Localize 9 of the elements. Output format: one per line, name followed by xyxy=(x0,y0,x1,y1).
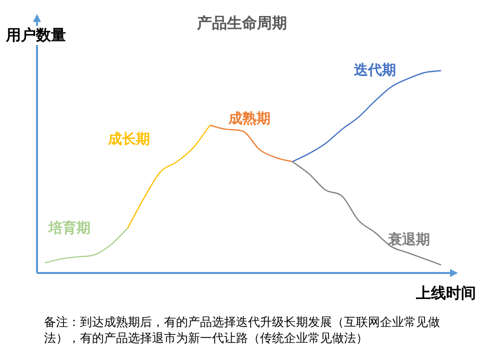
text: 备注：到达成熟期后，有的产品选择迭代升级长期发展（互联网企业常见做法），有的产品选择退市为新一代让路（传统企业常见做法） xyxy=(44,314,441,346)
chart-title: 产品生命周期 xyxy=(197,14,287,32)
series-label: 迭代期 xyxy=(353,62,396,79)
series-label: 成长期 xyxy=(107,131,150,148)
series-label: 培育期 xyxy=(48,219,90,236)
y-axis-title: 用户数量 xyxy=(6,26,66,45)
series-label: 成熟期 xyxy=(228,110,270,128)
series-label: 衰退期 xyxy=(387,231,430,248)
x-axis-title: 上线时间 xyxy=(416,284,476,303)
